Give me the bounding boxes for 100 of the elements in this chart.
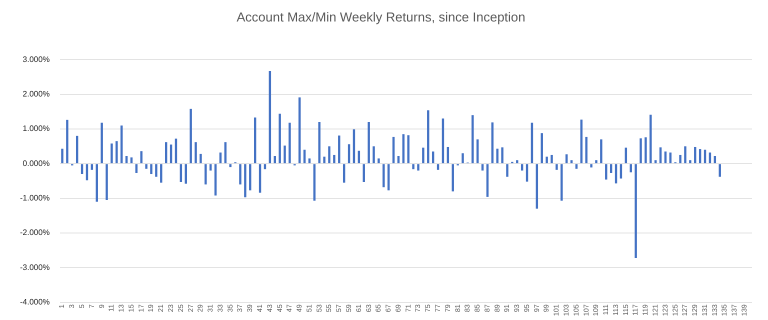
y-tick-label: -2.000% <box>20 228 50 238</box>
bar <box>323 156 326 164</box>
bar <box>556 164 558 170</box>
bar <box>580 120 583 164</box>
bar <box>590 164 592 168</box>
bar <box>595 160 598 164</box>
bar <box>90 164 94 170</box>
bar <box>540 133 543 164</box>
bar <box>284 146 286 164</box>
bar <box>150 164 152 174</box>
bar <box>298 97 301 164</box>
bar <box>116 141 118 164</box>
bar <box>180 164 182 182</box>
bar <box>145 164 148 169</box>
bar <box>614 164 618 184</box>
bar <box>684 146 686 164</box>
bar <box>526 164 528 182</box>
bar <box>348 144 350 164</box>
bar <box>368 122 370 164</box>
bar <box>120 125 123 164</box>
bar <box>402 134 405 164</box>
y-tick-label: 0.000% <box>22 158 50 168</box>
bar <box>100 122 103 164</box>
bar <box>174 138 178 164</box>
bar <box>190 108 192 164</box>
bar <box>640 138 642 164</box>
bar <box>462 153 464 164</box>
bar <box>382 164 385 188</box>
bar <box>536 164 538 209</box>
bar <box>214 164 217 196</box>
bar <box>80 164 84 174</box>
bar <box>342 164 346 183</box>
bar <box>268 71 272 164</box>
bar <box>61 148 64 164</box>
bar <box>698 149 702 164</box>
bar <box>417 164 420 171</box>
y-tick-label: -1.000% <box>20 194 50 202</box>
bar <box>427 110 430 164</box>
bar <box>313 164 316 201</box>
bar <box>634 164 637 258</box>
bar <box>546 156 548 164</box>
bar <box>160 164 162 183</box>
bar <box>362 164 365 182</box>
bar <box>200 154 202 164</box>
bar <box>288 122 291 164</box>
bar <box>412 164 414 170</box>
bar <box>204 164 207 184</box>
bar <box>318 122 320 164</box>
bar <box>694 146 696 164</box>
bar <box>164 142 168 164</box>
y-tick-label: 1.000% <box>22 124 50 134</box>
bar <box>620 164 622 179</box>
bar <box>110 144 113 164</box>
bar <box>600 139 602 164</box>
bar <box>560 164 563 201</box>
bar <box>605 164 608 180</box>
bar <box>209 164 212 171</box>
bar <box>650 114 652 164</box>
bar <box>718 164 721 177</box>
y-tick-label: -4.000% <box>20 298 50 307</box>
bar <box>610 164 612 173</box>
bar <box>442 118 444 164</box>
bar <box>86 164 88 180</box>
bar <box>278 114 281 164</box>
bar <box>486 164 489 197</box>
bar <box>501 147 504 164</box>
bar <box>378 158 380 164</box>
bar <box>530 122 534 164</box>
bar <box>239 164 242 184</box>
bar <box>516 160 518 164</box>
y-tick-label: 2.000% <box>22 89 50 98</box>
bar <box>452 164 454 192</box>
bar <box>436 164 440 170</box>
bar <box>575 164 578 169</box>
y-tick-label: -3.000% <box>20 262 50 272</box>
bar <box>570 160 573 164</box>
y-tick-label: 3.000% <box>22 54 50 64</box>
bar <box>496 148 498 164</box>
bar <box>338 136 340 164</box>
bar <box>644 137 647 164</box>
bar <box>506 164 508 177</box>
bar <box>333 154 336 164</box>
bar <box>689 160 692 164</box>
bar <box>372 146 375 164</box>
bar <box>624 148 628 164</box>
bar <box>224 142 227 164</box>
bar <box>244 164 246 198</box>
bar <box>194 142 197 164</box>
bar <box>106 164 108 200</box>
bar <box>481 164 484 171</box>
bar <box>472 115 474 164</box>
bar <box>155 164 158 177</box>
bar <box>520 164 524 171</box>
bar <box>140 151 142 164</box>
bar <box>328 146 330 164</box>
chart-title: Account Max/Min Weekly Returns, since Inception <box>236 9 526 24</box>
bar <box>679 154 682 164</box>
bar <box>654 160 657 164</box>
bar <box>387 164 390 190</box>
bar <box>407 135 410 164</box>
